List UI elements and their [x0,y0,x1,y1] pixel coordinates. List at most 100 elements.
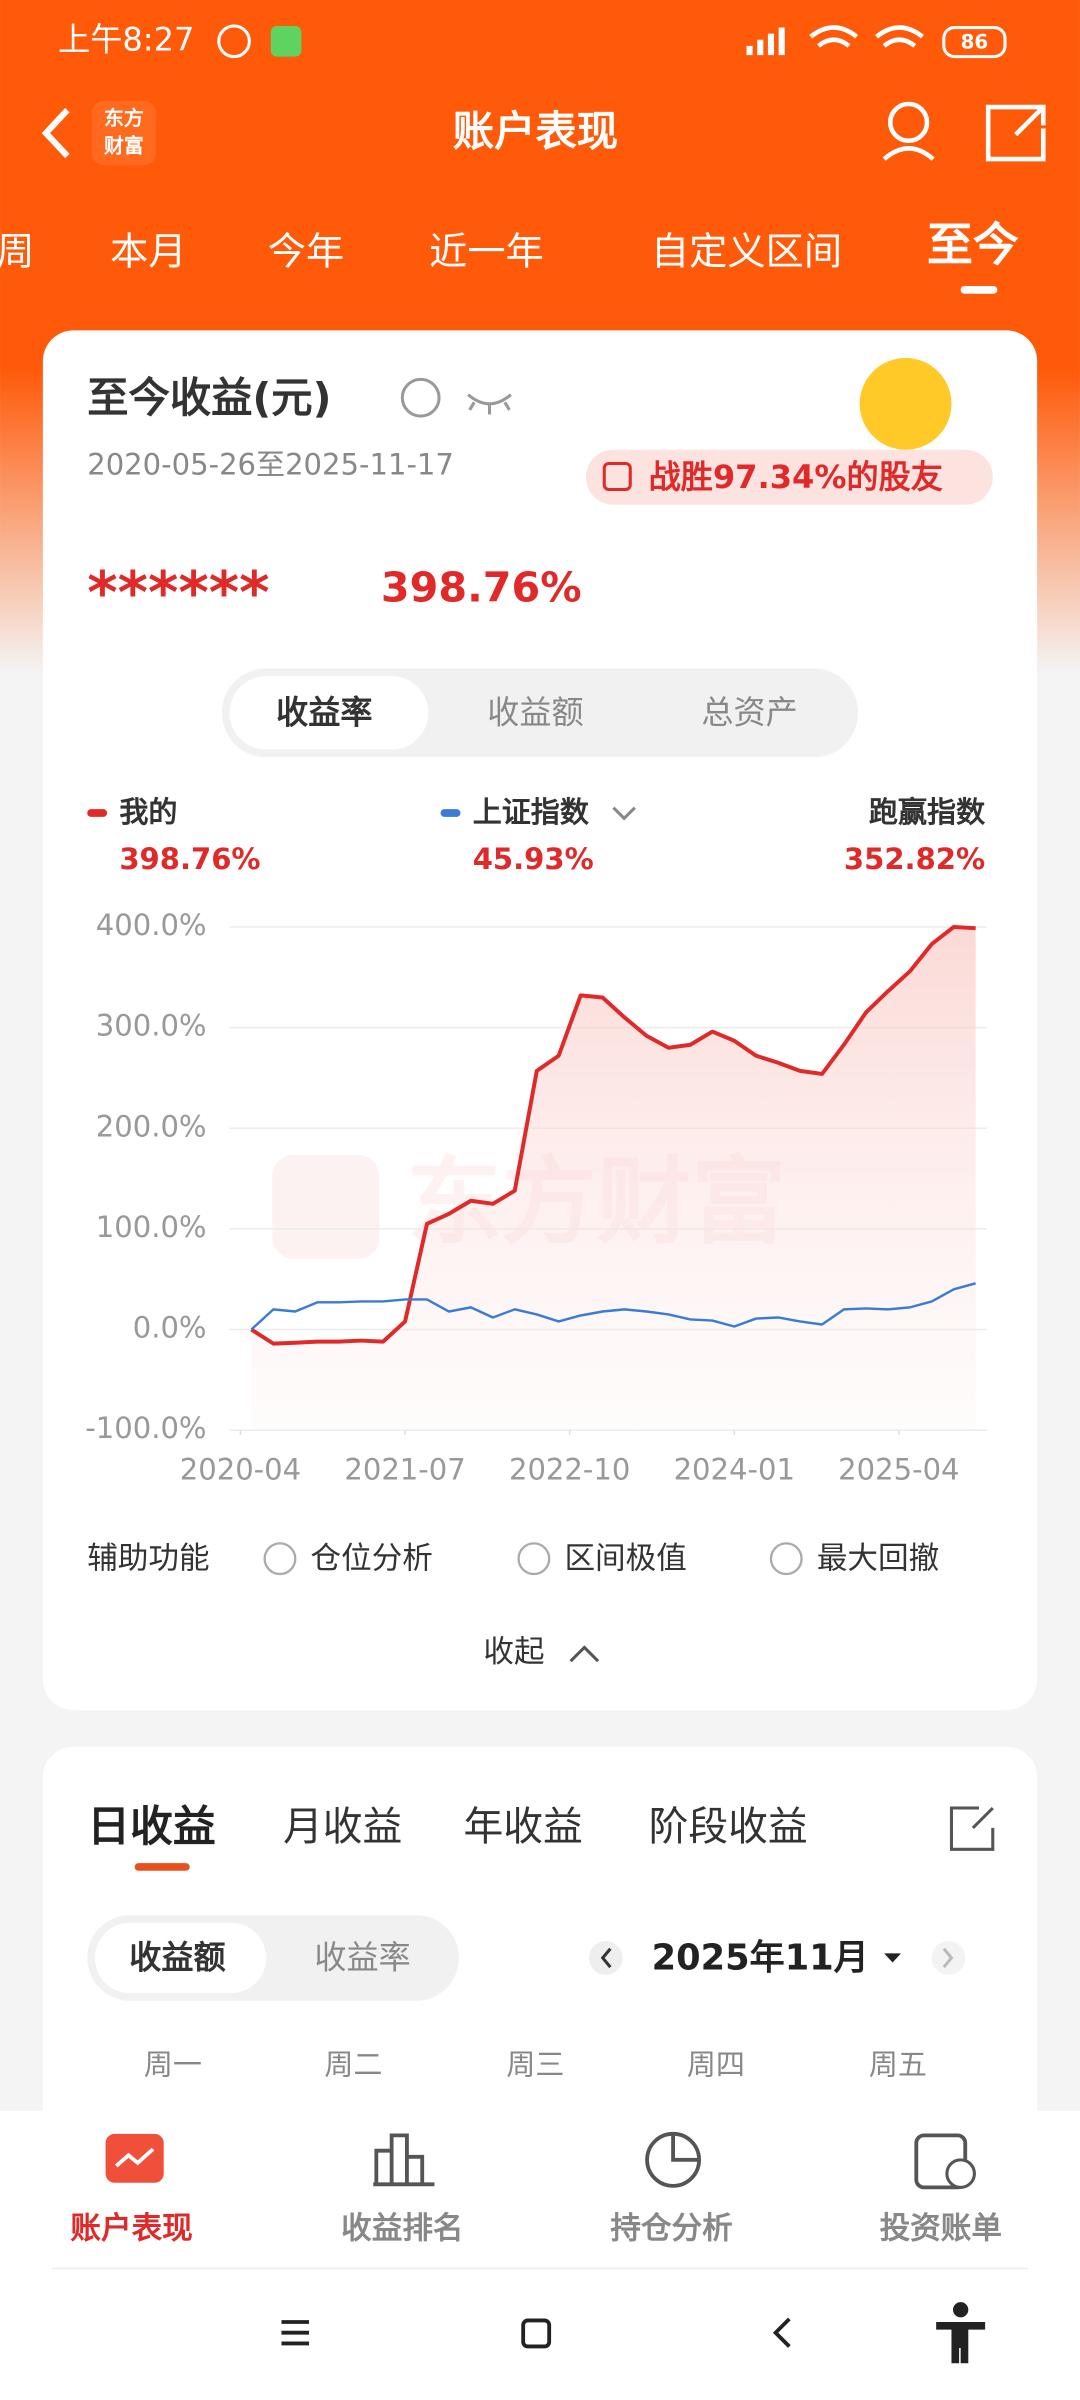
accessibility-button[interactable] [936,2302,986,2364]
collapse-button[interactable]: 收起 [483,1635,544,1670]
badge-icon [602,461,632,492]
nav-icon[interactable] [373,2133,435,2187]
bottom-nav [0,2110,1080,2400]
y-tick-label: 400.0% [96,908,207,942]
logo [91,100,157,166]
watermark-logo [272,1154,380,1259]
nav-label[interactable]: 持仓分析 [610,2212,732,2247]
month-selector[interactable]: 2025年11月 [652,1937,869,1978]
toggle-option[interactable]: 收益率 [276,693,372,731]
aux-label: 辅助功能 [87,1542,209,1577]
back-button[interactable] [41,108,70,159]
legend-name[interactable]: 上证指数 [473,795,590,829]
x-tick-label: 2022-10 [509,1453,630,1487]
y-tick-label: 200.0% [96,1109,207,1143]
info-icon[interactable] [400,377,441,418]
legend-swatch [87,809,108,817]
masked-amount: ****** [87,559,269,627]
returns-tab-active[interactable]: 日收益 [87,1802,215,1852]
logo-text: 财富 [104,134,144,157]
x-tick-label: 2024-01 [674,1453,795,1487]
nav-label-active[interactable]: 账户表现 [70,2212,192,2247]
battery-level: 86 [961,30,989,53]
system-menu[interactable] [281,2320,310,2346]
aux-option[interactable]: 仓位分析 [311,1542,433,1577]
signal-bars [746,27,785,56]
nav-label[interactable]: 投资账单 [880,2212,1002,2247]
legend-name: 跑赢指数 [869,795,986,829]
x-tick-label: 2021-07 [344,1453,465,1487]
share-button[interactable] [985,104,1046,162]
status-time: 上午8:27 [58,20,194,58]
nav-icon-glyph [671,2133,700,2162]
share-icon[interactable] [949,1806,995,1851]
nav-icon-glyph [945,2158,976,2189]
chart: 400.0% 300.0% 200.0% 100.0% 0.0% -100.0% 2020-… [85,908,987,1487]
returns-tab[interactable]: 阶段收益 [649,1804,808,1850]
logo-text: 东方 [104,107,144,130]
dropdown-caret[interactable] [612,806,636,821]
area-fill [251,926,976,1431]
y-tick-label: 100.0% [96,1210,207,1244]
app-icon [270,26,302,57]
prev-month[interactable] [588,1941,623,1975]
toggle-option[interactable]: 总资产 [701,693,797,731]
returns-tab[interactable]: 年收益 [464,1804,583,1850]
tab-indicator [960,286,998,294]
toggle-option[interactable]: 收益率 [314,1938,410,1976]
system-back[interactable] [772,2317,791,2348]
emoji [859,357,952,450]
date-range: 2020-05-26至2025-11-17 [87,448,454,482]
month-caret [884,1953,901,1963]
legend-value: 45.93% [473,842,594,876]
radio[interactable] [263,1542,297,1576]
x-tick-label: 2025-04 [838,1453,959,1487]
profile-button[interactable] [882,101,935,161]
series-line [250,1282,976,1331]
wifi-icon [875,25,924,48]
legend-name: 我的 [119,795,177,829]
nav-icon-glyph [115,2147,155,2168]
period-tab[interactable]: 近一年 [429,230,544,274]
period-tab[interactable]: 自定义区间 [651,230,842,274]
toggle-option[interactable]: 收益额 [129,1938,225,1976]
prev-arrow [600,1947,612,1969]
wifi-icon [809,25,859,48]
weekday: 周三 [506,2048,564,2082]
y-tick-label: 300.0% [96,1009,207,1043]
battery [942,26,1007,59]
collapse-caret[interactable] [569,1645,600,1663]
toggle-selected [94,1922,267,1994]
aux-option[interactable]: 区间极值 [564,1542,686,1577]
weekday: 周一 [144,2048,202,2082]
toggle-option[interactable]: 收益额 [487,693,583,731]
returns-card [42,1746,1038,2206]
nav-label[interactable]: 收益排名 [341,2212,463,2247]
aux-option[interactable]: 最大回撤 [817,1542,939,1577]
period-tab[interactable]: 本月 [110,230,186,274]
page-title: 账户表现 [453,108,618,156]
badge[interactable] [585,449,993,505]
weekday: 周二 [324,2048,382,2082]
period-tab-active[interactable]: 至今 [927,217,1019,271]
legend-value: 352.82% [844,842,985,876]
period-tab[interactable]: 周 [0,230,34,274]
total-return: 398.76% [381,563,582,611]
radio[interactable] [517,1542,551,1576]
tab-indicator [134,1863,190,1871]
series-line [250,924,976,1346]
legend-swatch [440,809,461,817]
card-title: 至今收益(元) [87,374,331,422]
y-tick-label: 0.0% [133,1311,207,1345]
radio[interactable] [769,1542,803,1576]
hide-icon[interactable] [467,393,512,415]
system-home[interactable] [521,2318,552,2349]
badge-text: 战胜97.34%的股友 [649,458,943,496]
period-tab[interactable]: 今年 [268,230,344,274]
weekday: 周五 [869,2048,927,2082]
next-month[interactable] [931,1941,966,1975]
returns-tab[interactable]: 月收益 [283,1804,402,1850]
y-tick-label: -100.0% [85,1411,206,1445]
next-arrow [942,1947,954,1969]
